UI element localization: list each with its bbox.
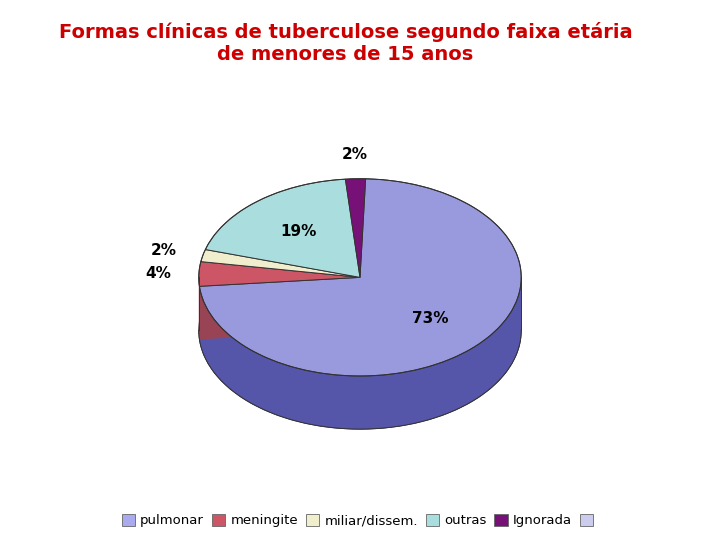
Legend: pulmonar, meningite, miliar/dissem., outras, Ignorada, : pulmonar, meningite, miliar/dissem., out… [119, 511, 601, 530]
Polygon shape [201, 249, 360, 278]
Polygon shape [199, 279, 521, 429]
Polygon shape [346, 179, 366, 278]
Text: 2%: 2% [341, 147, 367, 161]
Polygon shape [199, 278, 360, 340]
Text: 4%: 4% [145, 266, 171, 281]
Polygon shape [199, 179, 521, 376]
Polygon shape [199, 261, 360, 286]
Polygon shape [205, 179, 360, 278]
Text: 73%: 73% [412, 310, 449, 326]
Text: Formas clínicas de tuberculose segundo faixa etária
de menores de 15 anos: Formas clínicas de tuberculose segundo f… [59, 22, 632, 64]
Text: 19%: 19% [280, 224, 317, 239]
Text: 2%: 2% [150, 242, 176, 258]
Ellipse shape [199, 232, 521, 429]
Polygon shape [199, 278, 360, 340]
